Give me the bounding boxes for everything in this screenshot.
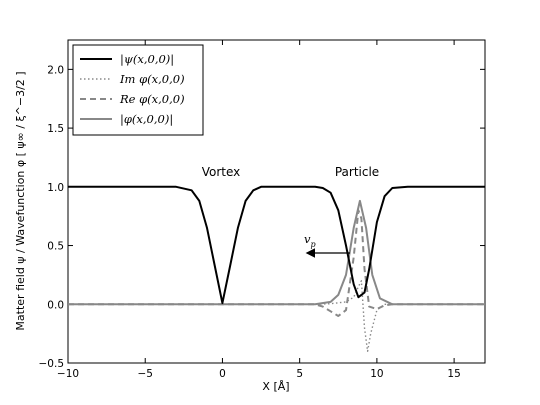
x-tick-label: 0 [219, 368, 226, 380]
series-line [68, 185, 485, 305]
legend-entry-label: Im φ(x,0,0) [119, 72, 185, 86]
series-line [68, 199, 485, 306]
velocity-label: vp [304, 232, 316, 249]
legend: |ψ(x,0,0)| Im φ(x,0,0) Re φ(x,0,0) |φ(x,0,0… [72, 44, 204, 136]
particle-label: Particle [335, 165, 379, 179]
x-tick-label: −5 [137, 368, 152, 380]
legend-entry-label: Re φ(x,0,0) [119, 92, 185, 106]
y-tick-label: 1.5 [47, 123, 64, 135]
y-tick-label: 1.0 [47, 182, 64, 194]
x-tick-label: 15 [447, 368, 460, 380]
legend-entry-label: |ψ(x,0,0)| [120, 52, 174, 67]
y-tick-label: 0.0 [47, 299, 64, 311]
series-layer [68, 185, 485, 352]
axis-ticks: −10 −5 0 5 10 15 −0.5 0.0 0.5 1.0 1.5 2.0 [39, 40, 485, 380]
x-axis-label: X [Å] [262, 380, 289, 393]
legend-entry-label: |φ(x,0,0)| [120, 112, 173, 127]
x-tick-label: 5 [296, 368, 303, 380]
y-tick-label: 0.5 [47, 241, 64, 253]
x-tick-label: −10 [57, 368, 79, 380]
x-tick-label: 10 [370, 368, 383, 380]
y-axis-label: Matter field ψ / Wavefunction φ [ ψ∞ / ξ… [14, 71, 27, 330]
velocity-annotation: vp [304, 232, 350, 258]
velocity-subscript: p [311, 240, 316, 249]
y-tick-label: 2.0 [47, 64, 64, 76]
vortex-label: Vortex [202, 165, 241, 179]
series-line [68, 280, 485, 352]
y-tick-label: −0.5 [39, 358, 65, 370]
